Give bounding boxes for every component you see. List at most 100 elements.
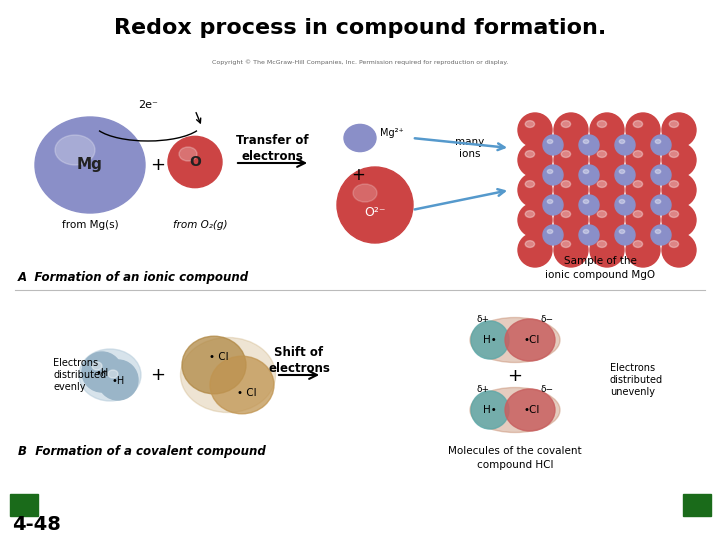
- Text: Transfer of
electrons: Transfer of electrons: [235, 133, 308, 163]
- Circle shape: [662, 113, 696, 147]
- Ellipse shape: [525, 151, 534, 158]
- Ellipse shape: [655, 230, 661, 233]
- Text: A  Formation of an ionic compound: A Formation of an ionic compound: [18, 272, 249, 285]
- Circle shape: [518, 113, 552, 147]
- Circle shape: [662, 203, 696, 237]
- Circle shape: [669, 150, 694, 176]
- Circle shape: [669, 240, 694, 265]
- Ellipse shape: [55, 135, 95, 165]
- Ellipse shape: [353, 184, 377, 202]
- Circle shape: [590, 173, 624, 207]
- Circle shape: [615, 225, 635, 245]
- Text: H•: H•: [483, 335, 497, 345]
- Circle shape: [633, 210, 658, 235]
- Text: •H: •H: [112, 376, 125, 386]
- Text: Redox process in compound formation.: Redox process in compound formation.: [114, 18, 606, 38]
- Ellipse shape: [471, 321, 509, 359]
- Ellipse shape: [547, 170, 553, 173]
- Circle shape: [561, 180, 586, 205]
- Ellipse shape: [655, 170, 661, 173]
- Text: +: +: [508, 367, 523, 385]
- Ellipse shape: [525, 120, 534, 127]
- Text: Molecules of the covalent
compound HCl: Molecules of the covalent compound HCl: [448, 447, 582, 470]
- Circle shape: [543, 165, 563, 185]
- Circle shape: [518, 143, 552, 177]
- Circle shape: [669, 120, 694, 145]
- Circle shape: [633, 240, 658, 265]
- Text: from Mg(s): from Mg(s): [62, 220, 118, 230]
- Circle shape: [626, 233, 660, 267]
- Circle shape: [554, 233, 588, 267]
- Circle shape: [579, 225, 599, 245]
- Ellipse shape: [337, 167, 413, 243]
- Ellipse shape: [505, 319, 555, 361]
- Circle shape: [554, 113, 588, 147]
- Circle shape: [583, 199, 598, 214]
- Circle shape: [655, 199, 670, 214]
- Circle shape: [662, 233, 696, 267]
- Circle shape: [583, 169, 598, 184]
- Circle shape: [561, 120, 586, 145]
- Ellipse shape: [561, 181, 570, 187]
- Text: δ+: δ+: [477, 386, 490, 395]
- Circle shape: [579, 165, 599, 185]
- Circle shape: [543, 135, 563, 155]
- Circle shape: [525, 120, 550, 145]
- Ellipse shape: [597, 151, 606, 158]
- Ellipse shape: [181, 338, 276, 413]
- Ellipse shape: [182, 336, 246, 394]
- Circle shape: [615, 195, 635, 215]
- Ellipse shape: [633, 120, 642, 127]
- Text: δ−: δ−: [541, 315, 554, 325]
- Ellipse shape: [525, 181, 534, 187]
- Ellipse shape: [547, 139, 553, 144]
- Ellipse shape: [471, 391, 509, 429]
- Circle shape: [579, 195, 599, 215]
- Text: • Cl: • Cl: [237, 388, 257, 398]
- Ellipse shape: [597, 211, 606, 218]
- Ellipse shape: [344, 124, 376, 152]
- Ellipse shape: [525, 241, 534, 247]
- Ellipse shape: [561, 151, 570, 158]
- Circle shape: [619, 169, 634, 184]
- Circle shape: [597, 180, 622, 205]
- Circle shape: [619, 139, 634, 154]
- Circle shape: [518, 233, 552, 267]
- Ellipse shape: [583, 199, 589, 204]
- Text: δ+: δ+: [477, 315, 490, 325]
- Text: •Cl: •Cl: [524, 335, 540, 345]
- Circle shape: [669, 210, 694, 235]
- Ellipse shape: [633, 211, 642, 218]
- Circle shape: [597, 150, 622, 176]
- Circle shape: [626, 173, 660, 207]
- Ellipse shape: [633, 181, 642, 187]
- Ellipse shape: [561, 241, 570, 247]
- Circle shape: [554, 143, 588, 177]
- Ellipse shape: [655, 139, 661, 144]
- Ellipse shape: [669, 211, 678, 218]
- Text: Shift of
electrons: Shift of electrons: [268, 346, 330, 375]
- Text: O: O: [189, 155, 201, 169]
- Circle shape: [669, 180, 694, 205]
- Circle shape: [583, 139, 598, 154]
- Ellipse shape: [669, 151, 678, 158]
- Ellipse shape: [597, 241, 606, 247]
- Ellipse shape: [597, 181, 606, 187]
- Circle shape: [633, 180, 658, 205]
- Circle shape: [655, 229, 670, 244]
- Ellipse shape: [525, 211, 534, 218]
- Ellipse shape: [669, 120, 678, 127]
- Text: many
ions: many ions: [455, 137, 485, 159]
- Circle shape: [82, 352, 122, 392]
- Text: 2e⁻: 2e⁻: [138, 100, 158, 110]
- Circle shape: [554, 173, 588, 207]
- Ellipse shape: [669, 241, 678, 247]
- Circle shape: [547, 169, 562, 184]
- FancyBboxPatch shape: [10, 494, 38, 516]
- Circle shape: [579, 135, 599, 155]
- Text: H•: H•: [483, 405, 497, 415]
- Ellipse shape: [583, 139, 589, 144]
- Circle shape: [561, 150, 586, 176]
- Ellipse shape: [619, 199, 625, 204]
- Circle shape: [590, 203, 624, 237]
